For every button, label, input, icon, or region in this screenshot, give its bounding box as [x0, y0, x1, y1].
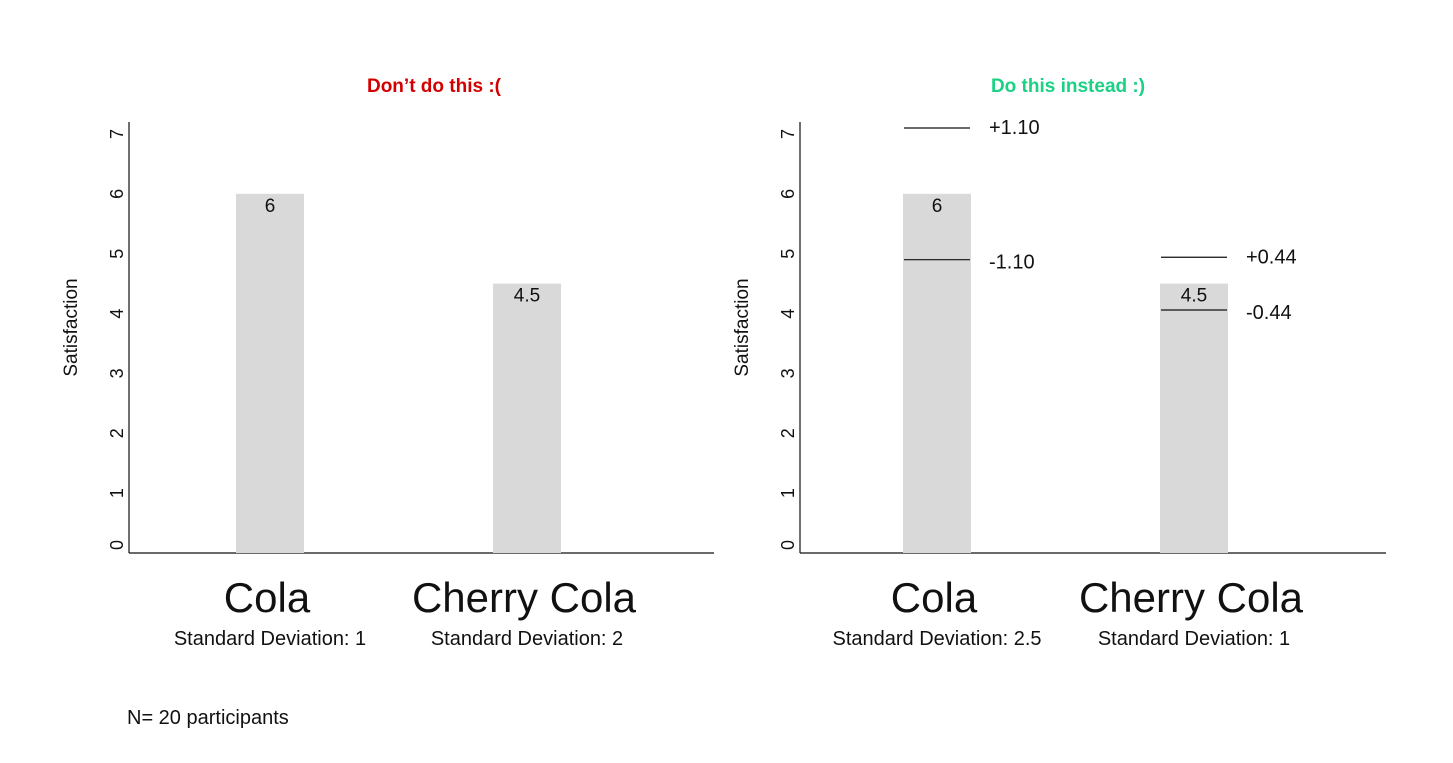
participants-footnote: N= 20 participants — [127, 707, 289, 729]
panel-1-category-label: Cherry Cola — [412, 574, 637, 621]
panel-1-y-tick-label: 1 — [107, 488, 127, 498]
panel-1-category-label: Cola — [224, 574, 311, 621]
panel-2-y-tick-label: 4 — [778, 309, 798, 319]
panel-2-bar-value-label: 4.5 — [1181, 286, 1207, 307]
panel-2-lower-error-label: -0.44 — [1246, 302, 1292, 324]
panel-2-y-tick-label: 5 — [778, 249, 798, 259]
panel-2-y-axis-label: Satisfaction — [732, 278, 753, 376]
panel-2-y-tick-label: 3 — [778, 368, 798, 378]
panel-2-bar — [903, 193, 971, 554]
panel-1-y-tick-label: 4 — [107, 309, 127, 319]
panel-2-bar — [1160, 283, 1228, 553]
panel-1-bar-value-label: 4.5 — [514, 286, 540, 307]
panel-1-y-tick-label: 0 — [107, 540, 127, 550]
panel-1-y-tick-label: 7 — [107, 129, 127, 139]
panel-2-bar-value-label: 6 — [932, 196, 943, 217]
panel-2-y-tick-label: 0 — [778, 540, 798, 550]
panel-1-title: Don’t do this :( — [367, 76, 502, 97]
panel-1-bar — [236, 193, 304, 554]
panel-2-upper-error-label: +0.44 — [1246, 246, 1297, 268]
panel-1-y-tick-label: 2 — [107, 428, 127, 438]
panel-1-bar-value-label: 6 — [265, 196, 276, 217]
panel-1-y-tick-label: 6 — [107, 189, 127, 199]
panel-2-y-tick-label: 1 — [778, 488, 798, 498]
panel-1-sd-label: Standard Deviation: 1 — [174, 628, 366, 650]
panel-1-y-axis-label: Satisfaction — [61, 278, 82, 376]
panel-2-category-label: Cherry Cola — [1079, 574, 1304, 621]
panel-1-bar — [493, 283, 561, 553]
panel-2-category-label: Cola — [891, 574, 978, 621]
panel-2-sd-label: Standard Deviation: 1 — [1098, 628, 1290, 650]
panel-1-sd-label: Standard Deviation: 2 — [431, 628, 623, 650]
panel-2-upper-error-label: +1.10 — [989, 117, 1040, 139]
panel-2-lower-error-label: -1.10 — [989, 252, 1035, 274]
panel-2-sd-label: Standard Deviation: 2.5 — [832, 628, 1041, 650]
panel-2-title: Do this instead :) — [991, 76, 1145, 97]
panel-1-y-tick-label: 5 — [107, 249, 127, 259]
panel-2-y-tick-label: 2 — [778, 428, 798, 438]
panel-2-y-tick-label: 7 — [778, 129, 798, 139]
panel-1-y-tick-label: 3 — [107, 368, 127, 378]
panel-2-y-tick-label: 6 — [778, 189, 798, 199]
